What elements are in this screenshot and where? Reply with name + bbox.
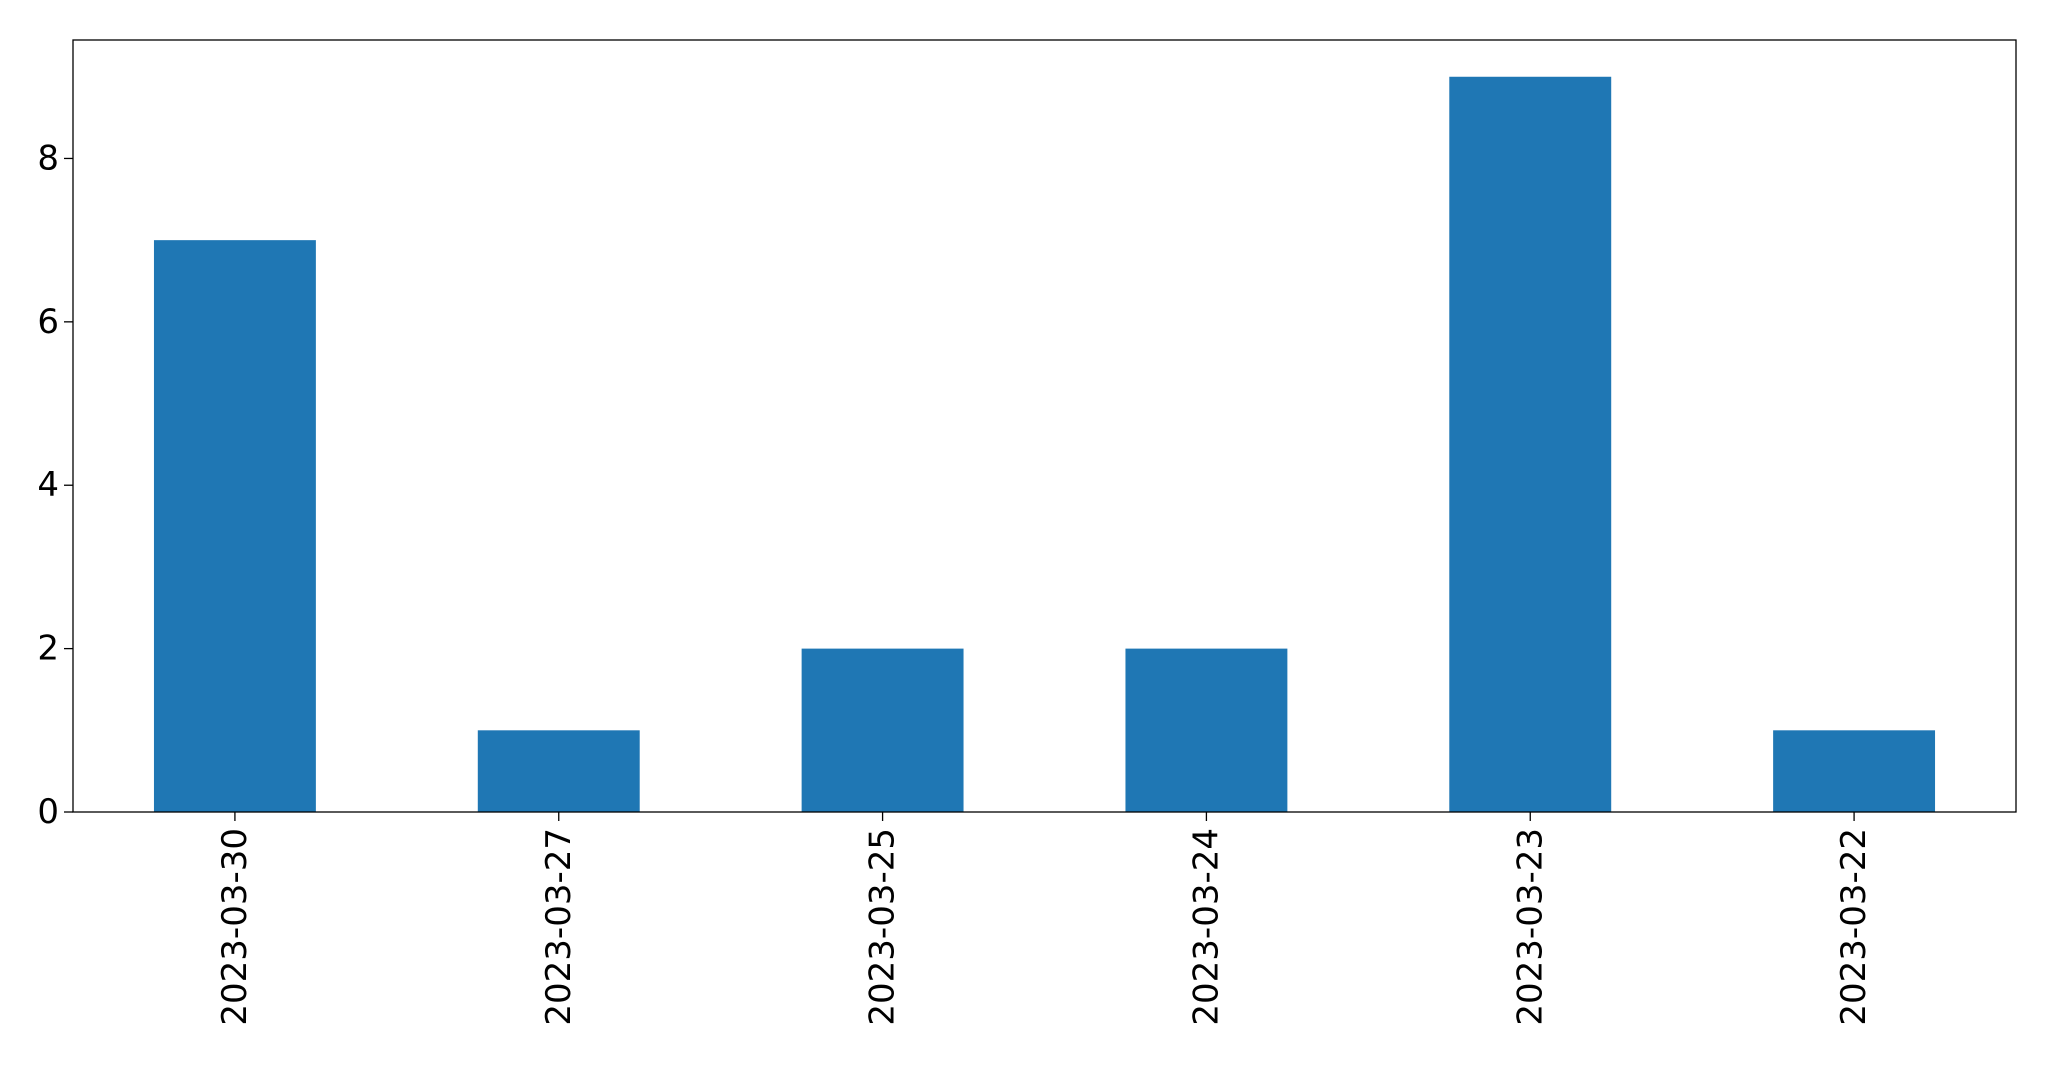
- y-tick-label: 6: [37, 302, 59, 342]
- y-tick-label: 2: [37, 629, 59, 669]
- bar-2023-03-25: [801, 648, 964, 812]
- bars-group: [153, 76, 1936, 813]
- bar-2023-03-22: [1773, 730, 1936, 812]
- plot-frame: [72, 39, 2017, 813]
- y-tick-label: 0: [37, 792, 59, 832]
- y-tick-label: 4: [37, 465, 59, 505]
- x-tick-label: 2023-03-25: [863, 828, 903, 1026]
- y-tick-label: 8: [37, 138, 59, 178]
- bar-2023-03-30: [153, 240, 316, 813]
- bar-2023-03-27: [477, 730, 640, 812]
- bar-2023-03-24: [1125, 648, 1288, 812]
- x-tick-label: 2023-03-22: [1834, 828, 1874, 1026]
- x-tick-label: 2023-03-30: [215, 828, 255, 1026]
- x-tick-label: 2023-03-27: [539, 828, 579, 1026]
- x-tick-label: 2023-03-23: [1510, 828, 1550, 1026]
- x-tick-label: 2023-03-24: [1186, 828, 1226, 1026]
- x-axis: 2023-03-30 2023-03-27 2023-03-25 2023-03-24…: [215, 812, 1874, 1026]
- bar-2023-03-23: [1449, 76, 1612, 812]
- y-axis: 0 2 4 6 8: [37, 138, 73, 832]
